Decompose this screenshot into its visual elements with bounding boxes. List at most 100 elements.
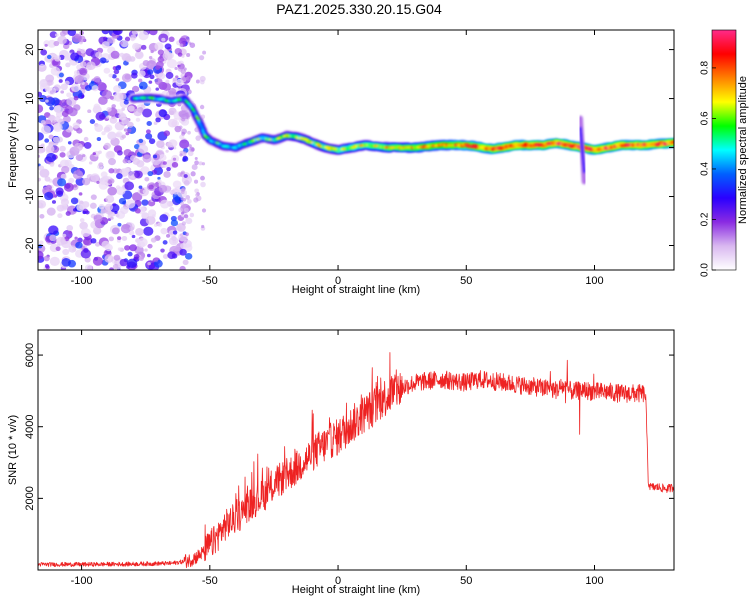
spectrogram-noise-blob bbox=[157, 176, 161, 180]
spectrogram-noise-blob bbox=[70, 197, 79, 205]
spectrogram-noise-blob bbox=[61, 258, 71, 267]
spectrogram-noise-blob bbox=[109, 116, 118, 124]
spectrogram-noise-blob bbox=[38, 240, 44, 245]
spectrogram-noise-blob bbox=[56, 236, 66, 246]
spectrogram-noise-blob bbox=[73, 96, 79, 101]
spectrogram-noise-blob bbox=[156, 140, 165, 149]
spectrogram-noise-blob bbox=[85, 210, 90, 215]
spectrogram-noise-blob bbox=[104, 203, 114, 211]
spectrogram-noise-blob bbox=[48, 114, 56, 122]
spectrogram-noise-blob bbox=[171, 188, 179, 195]
spectrogram-noise-blob bbox=[179, 233, 184, 237]
spectrogram-noise-blob bbox=[169, 190, 173, 194]
spectrogram-noise-blob bbox=[142, 189, 147, 194]
spectrogram-noise-blob bbox=[102, 175, 109, 181]
spectrogram-noise-blob bbox=[124, 245, 131, 251]
spectrogram-noise-blob bbox=[153, 154, 158, 159]
spectrogram-noise-blob bbox=[57, 35, 67, 45]
figure-title: PAZ1.2025.330.20.15.G04 bbox=[276, 1, 442, 17]
spectrogram-noise-blob bbox=[145, 133, 153, 140]
spectrogram-noise-blob bbox=[181, 54, 185, 58]
spectrogram-noise-blob bbox=[183, 179, 190, 186]
spectrogram-noise-blob bbox=[44, 264, 50, 269]
spectrogram-noise-blob bbox=[137, 237, 148, 247]
spectrogram-noise-blob bbox=[111, 104, 116, 109]
spectrogram-noise-blob bbox=[44, 176, 51, 182]
spectrogram-noise-blob bbox=[96, 82, 107, 92]
spectrogram-ridge-layer bbox=[128, 92, 674, 185]
spectrogram-noise-blob bbox=[122, 158, 128, 164]
spectrogram-noise-blob bbox=[138, 256, 144, 262]
spectrogram-noise-blob bbox=[172, 180, 182, 189]
spectrogram-noise-blob bbox=[181, 117, 186, 122]
spectrogram-noise-blob bbox=[148, 30, 158, 36]
spectrogram-noise-blob bbox=[88, 161, 93, 165]
spectrogram-noise-blob bbox=[166, 141, 173, 148]
spectrogram-noise-blob bbox=[153, 223, 158, 227]
spectrogram-ytick-label: 10 bbox=[24, 92, 36, 104]
spectrogram-noise-blob bbox=[76, 168, 80, 172]
spectrogram-noise-blob bbox=[123, 149, 132, 157]
spectrogram-noise-blob bbox=[138, 70, 146, 77]
snr-background bbox=[38, 330, 674, 570]
spectrogram-noise-blob bbox=[124, 167, 130, 173]
spectrogram-noise-blob bbox=[157, 56, 165, 63]
spectrogram-noise-blob bbox=[120, 40, 129, 48]
spectrogram-noise-blob bbox=[39, 214, 45, 219]
spectrogram-noise-blob bbox=[65, 211, 71, 216]
spectrogram-noise-blob bbox=[73, 142, 84, 152]
spectrogram-x-axis-label: Height of straight line (km) bbox=[292, 284, 420, 296]
spectrogram-noise-blob bbox=[131, 234, 136, 239]
spectrogram-noise-blob bbox=[80, 228, 91, 237]
snr-x-axis-label: Height of straight line (km) bbox=[292, 584, 420, 596]
spectrogram-noise-blob bbox=[155, 87, 160, 91]
spectrogram-noise-blob bbox=[113, 85, 122, 93]
spectrogram-noise-blob bbox=[135, 117, 141, 122]
spectrogram-x-axis: -100 -50 0 50 100 bbox=[71, 30, 604, 287]
spectrogram-noise-blob bbox=[180, 201, 185, 206]
spectrogram-noise-blob bbox=[132, 85, 140, 93]
spectrogram-noise-blob bbox=[84, 264, 93, 270]
spectrogram-noise-blob bbox=[201, 162, 206, 166]
spectrogram-noise-blob bbox=[150, 50, 154, 54]
spectrogram-noise-blob bbox=[79, 218, 85, 223]
spectrogram-noise-blob bbox=[198, 161, 203, 166]
spectrogram-noise-blob bbox=[38, 132, 44, 141]
spectrogram-noise-blob bbox=[175, 78, 184, 87]
spectrogram-noise-blob bbox=[73, 184, 78, 188]
spectrogram-noise-blob bbox=[48, 134, 54, 140]
spectrogram-noise-blob bbox=[74, 236, 78, 240]
spectrogram-y-axis: -20 -10 0 10 20 bbox=[24, 43, 674, 253]
spectrogram-noise-blob bbox=[60, 90, 65, 94]
spectrogram-noise-blob bbox=[120, 223, 132, 234]
spectrogram-noise-blob bbox=[160, 227, 168, 235]
spectrogram-noise-blob bbox=[123, 128, 128, 132]
spectrogram-noise-blob bbox=[193, 179, 199, 184]
spectrogram-noise-blob bbox=[66, 92, 72, 98]
spectrogram-noise-blob bbox=[99, 57, 107, 64]
spectrogram-noise-blob bbox=[147, 243, 153, 249]
spectrogram-noise-blob bbox=[49, 256, 60, 266]
spectrogram-noise-blob bbox=[89, 119, 96, 124]
spectrogram-noise-blob bbox=[136, 30, 142, 33]
colorbar-tick-label: 0.8 bbox=[700, 61, 711, 75]
spectrogram-noise-blob bbox=[121, 107, 125, 111]
spectrogram-noise-blob bbox=[45, 74, 55, 83]
spectrogram-noise-blob bbox=[103, 142, 111, 150]
spectrogram-noise-blob bbox=[98, 203, 105, 210]
spectrogram-noise-blob bbox=[46, 54, 52, 60]
spectrogram-noise-blob bbox=[68, 177, 75, 184]
spectrogram-noise-blob bbox=[53, 40, 60, 47]
spectrogram-noise-blob bbox=[75, 154, 84, 161]
spectrogram-noise-blob bbox=[148, 80, 153, 84]
spectrogram-noise-blob bbox=[154, 77, 163, 86]
colorbar-tick-label: 0.6 bbox=[700, 111, 711, 125]
spectrogram-noise-blob bbox=[93, 76, 101, 83]
spectrogram-noise-blob bbox=[163, 130, 171, 137]
colorbar-ticks: 0.0 0.2 0.4 0.6 0.8 bbox=[700, 61, 716, 277]
snr-panel: -100 -50 0 50 100 2000 4000 6000 Height of str… bbox=[7, 329, 675, 596]
spectrogram-noise-blob bbox=[180, 190, 185, 195]
spectrogram-noise-blob bbox=[129, 226, 135, 231]
